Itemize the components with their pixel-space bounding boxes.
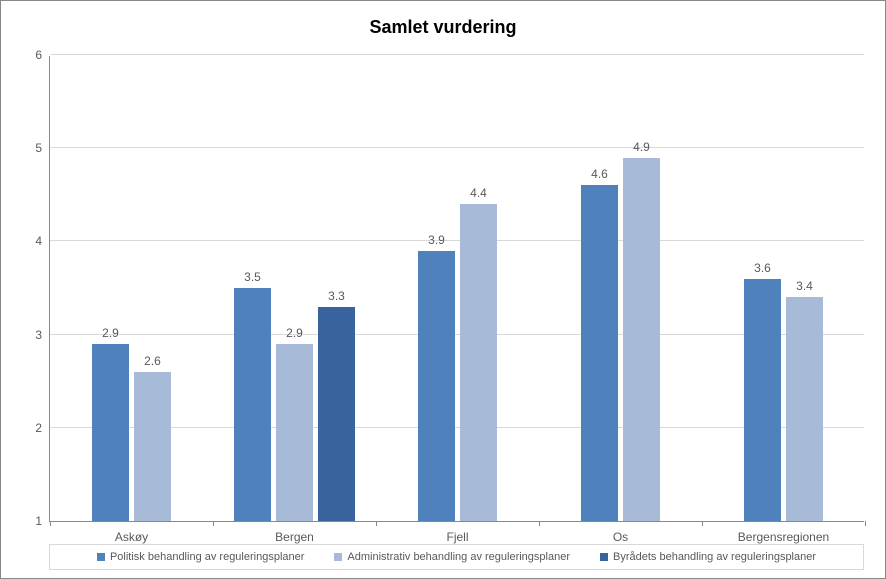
x-tick-label: Fjell xyxy=(446,521,468,544)
x-tick-label: Os xyxy=(613,521,628,544)
y-tick-label: 2 xyxy=(20,421,50,435)
legend-item: Politisk behandling av reguleringsplaner xyxy=(97,551,304,563)
bar-value-label: 4.4 xyxy=(470,186,487,204)
y-tick-label: 4 xyxy=(20,234,50,248)
bar-value-label: 3.5 xyxy=(244,270,261,288)
bar-value-label: 2.9 xyxy=(286,326,303,344)
gridline xyxy=(50,240,864,241)
legend-swatch xyxy=(600,553,608,561)
bar-value-label: 3.9 xyxy=(428,233,445,251)
x-tick-mark xyxy=(702,521,703,526)
x-tick-mark xyxy=(50,521,51,526)
legend-label: Byrådets behandling av reguleringsplaner xyxy=(613,551,816,563)
plot-area: 1234562.92.6Askøy3.52.93.3Bergen3.94.4Fj… xyxy=(49,56,864,522)
bar: 2.6 xyxy=(134,372,171,521)
bar: 3.4 xyxy=(786,297,823,521)
chart-title: Samlet vurdering xyxy=(1,17,885,38)
legend-label: Administrativ behandling av reguleringsp… xyxy=(347,551,570,563)
bar: 2.9 xyxy=(276,344,313,521)
legend: Politisk behandling av reguleringsplaner… xyxy=(49,544,864,570)
bar: 2.9 xyxy=(92,344,129,521)
bar-value-label: 2.6 xyxy=(144,354,161,372)
bar-value-label: 4.9 xyxy=(633,140,650,158)
x-tick-mark xyxy=(376,521,377,526)
x-tick-mark xyxy=(539,521,540,526)
legend-item: Byrådets behandling av reguleringsplaner xyxy=(600,551,816,563)
x-tick-label: Bergensregionen xyxy=(738,521,829,544)
legend-item: Administrativ behandling av reguleringsp… xyxy=(334,551,570,563)
bar-value-label: 3.4 xyxy=(796,279,813,297)
bar: 3.9 xyxy=(418,251,455,521)
bar-value-label: 4.6 xyxy=(591,167,608,185)
y-tick-label: 6 xyxy=(20,48,50,62)
gridline xyxy=(50,427,864,428)
bar: 3.5 xyxy=(234,288,271,521)
bar: 3.6 xyxy=(744,279,781,521)
bar: 3.3 xyxy=(318,307,355,521)
x-tick-mark xyxy=(213,521,214,526)
bar: 4.9 xyxy=(623,158,660,521)
chart-container: Samlet vurdering 1234562.92.6Askøy3.52.9… xyxy=(0,0,886,579)
legend-swatch xyxy=(334,553,342,561)
gridline xyxy=(50,54,864,55)
bar: 4.4 xyxy=(460,204,497,521)
x-tick-label: Askøy xyxy=(115,521,148,544)
y-tick-label: 3 xyxy=(20,328,50,342)
x-tick-label: Bergen xyxy=(275,521,314,544)
gridline xyxy=(50,334,864,335)
bar-value-label: 2.9 xyxy=(102,326,119,344)
y-tick-label: 5 xyxy=(20,141,50,155)
x-tick-mark xyxy=(865,521,866,526)
y-tick-label: 1 xyxy=(20,514,50,528)
gridline xyxy=(50,147,864,148)
bar-value-label: 3.6 xyxy=(754,261,771,279)
bar: 4.6 xyxy=(581,185,618,521)
legend-label: Politisk behandling av reguleringsplaner xyxy=(110,551,304,563)
bar-value-label: 3.3 xyxy=(328,289,345,307)
legend-swatch xyxy=(97,553,105,561)
